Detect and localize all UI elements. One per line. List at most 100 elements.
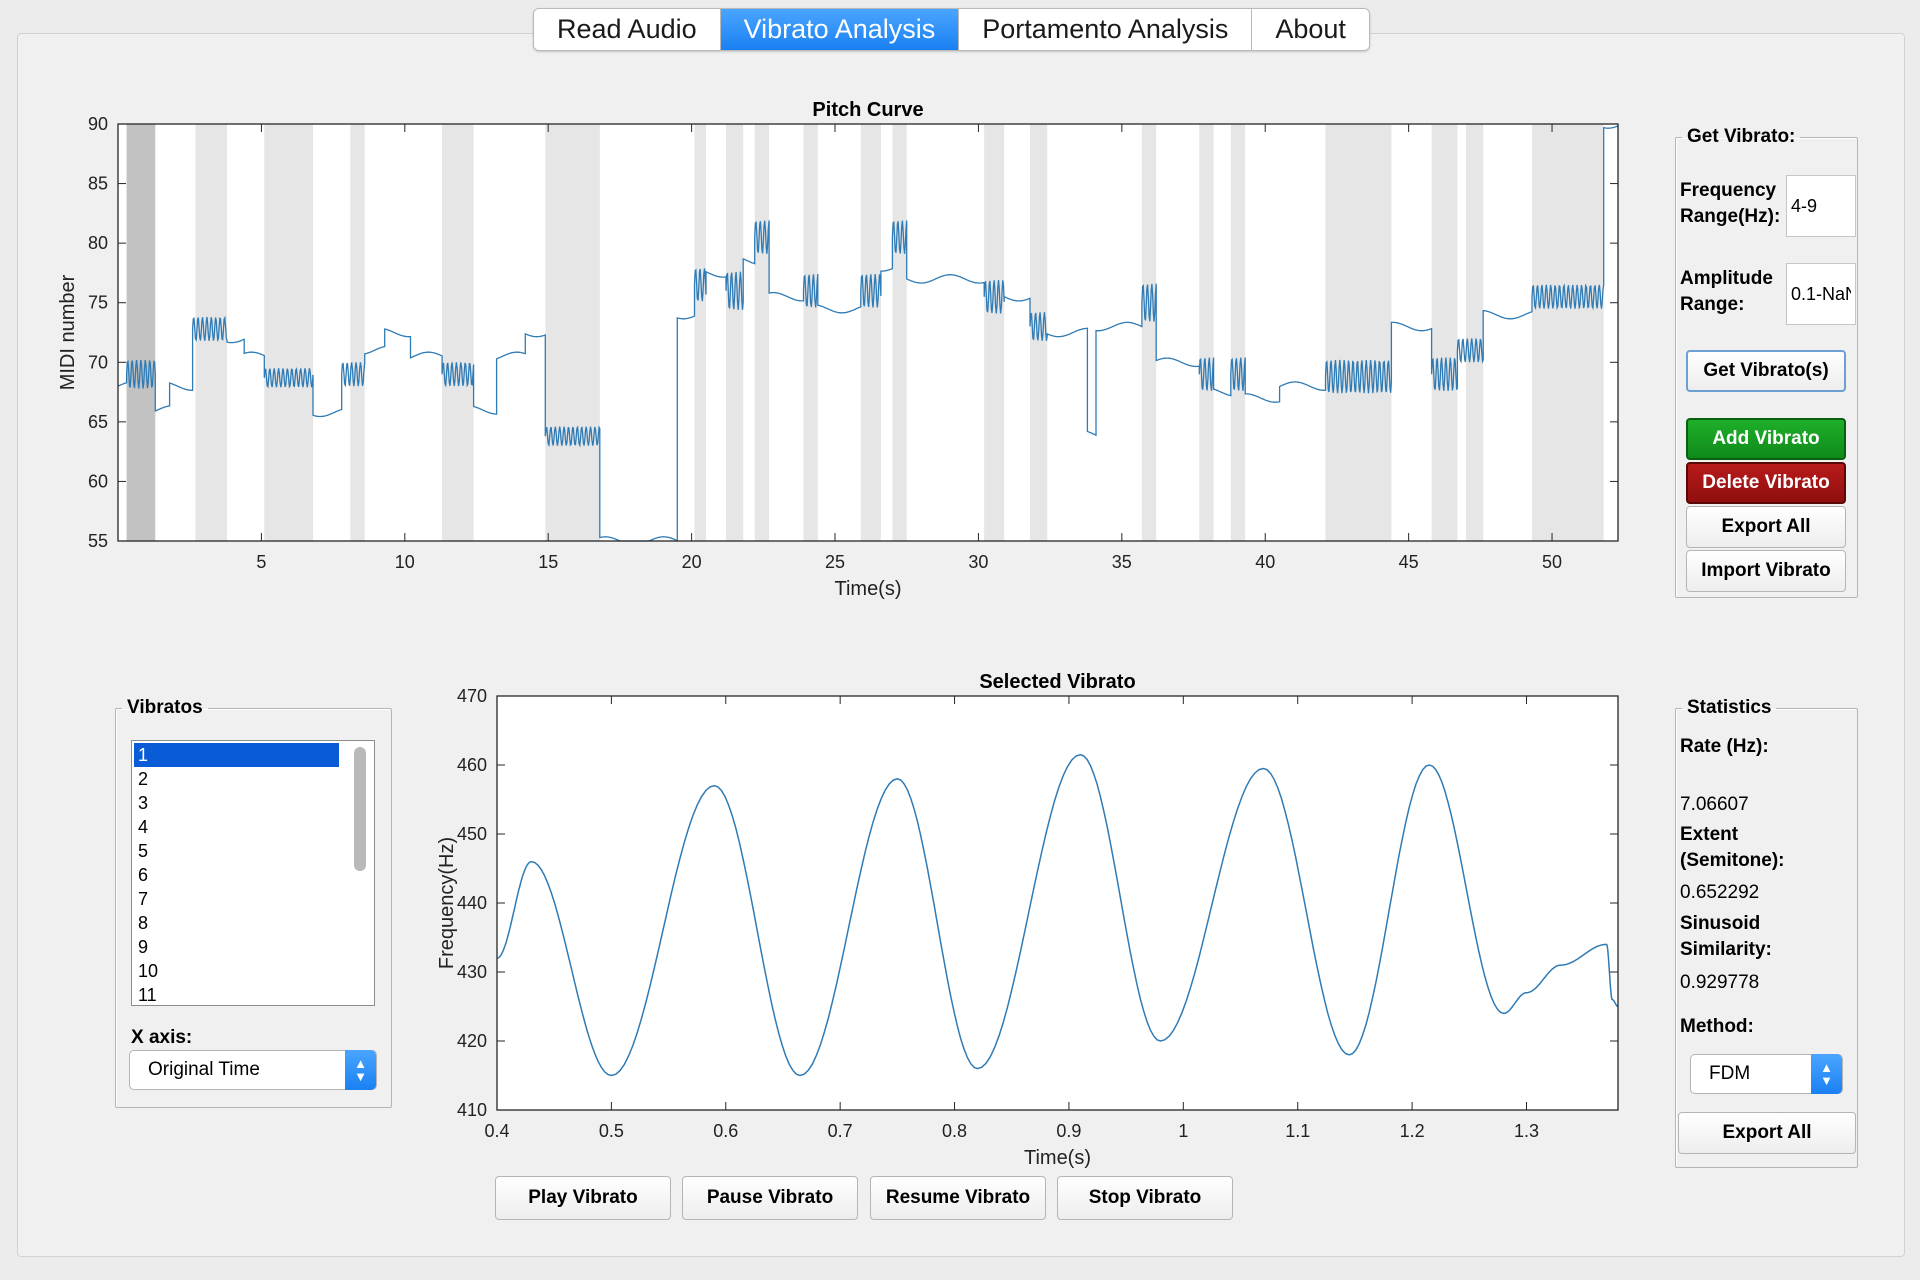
y-axis-label: Frequency(Hz) [436, 837, 458, 969]
x-tick-label: 5 [256, 552, 266, 572]
export-all-vibrato-button[interactable]: Export All [1686, 506, 1846, 548]
x-tick-label: 1.3 [1514, 1121, 1539, 1141]
vibrato-series-line [496, 753, 1619, 1077]
delete-vibrato-button[interactable]: Delete Vibrato [1686, 462, 1846, 504]
list-item[interactable]: 2 [138, 769, 149, 789]
y-tick-label: 80 [88, 233, 108, 253]
list-item[interactable]: 7 [138, 889, 149, 909]
list-item[interactable]: 3 [138, 793, 149, 813]
vibrato-region [442, 124, 474, 541]
extent-value: 0.652292 [1680, 882, 1760, 903]
frequency-range-label: Frequency Range(Hz): [1680, 180, 1781, 227]
x-tick-label: 10 [395, 552, 415, 572]
x-tick-label: 25 [825, 552, 845, 572]
frequency-range-input[interactable] [1786, 175, 1856, 237]
x-tick-label: 45 [1399, 552, 1419, 572]
play-vibrato-button[interactable]: Play Vibrato [495, 1176, 671, 1220]
y-tick-label: 450 [457, 824, 487, 844]
plot-border [117, 123, 1619, 542]
chevron-up-down-icon: ▲ ▼ [345, 1050, 376, 1090]
sinusoid-similarity-label: Sinusoid Similarity: [1680, 913, 1772, 960]
x-tick-label: 0.6 [713, 1121, 738, 1141]
x-axis-label: Time(s) [1024, 1147, 1091, 1169]
x-tick-label: 30 [968, 552, 988, 572]
x-tick-label: 35 [1112, 552, 1132, 572]
x-tick-label: 0.4 [484, 1121, 509, 1141]
vibrato-region [860, 124, 881, 541]
x-tick-label: 0.5 [599, 1121, 624, 1141]
x-tick-label: 20 [682, 552, 702, 572]
x-tick-label: 50 [1542, 552, 1562, 572]
vibrato-region [1199, 124, 1214, 541]
x-tick-label: 15 [538, 552, 558, 572]
stop-vibrato-button[interactable]: Stop Vibrato [1057, 1176, 1233, 1220]
add-vibrato-button[interactable]: Add Vibrato [1686, 418, 1846, 460]
tab-portamento-analysis[interactable]: Portamento Analysis [959, 9, 1253, 50]
chevron-up-down-icon: ▲ ▼ [1811, 1054, 1842, 1094]
list-item[interactable]: 10 [138, 961, 159, 981]
y-tick-label: 70 [88, 352, 108, 372]
pause-vibrato-button[interactable]: Pause Vibrato [682, 1176, 858, 1220]
list-item[interactable]: 8 [138, 913, 149, 933]
x-axis-select[interactable]: Original Time ▲ ▼ [129, 1050, 377, 1090]
tab-vibrato-analysis[interactable]: Vibrato Analysis [720, 9, 960, 50]
y-tick-label: 55 [88, 531, 108, 551]
list-item[interactable]: 6 [138, 865, 149, 885]
plot-area [497, 696, 1618, 1110]
vibrato-region [264, 124, 314, 541]
statistics-title: Statistics [1687, 697, 1772, 718]
list-scrollbar[interactable] [352, 743, 372, 1001]
vibrato-region [545, 124, 600, 541]
method-selected-value: FDM [1709, 1063, 1751, 1084]
x-tick-label: 40 [1255, 552, 1275, 572]
export-all-statistics-button[interactable]: Export All [1678, 1112, 1856, 1154]
import-vibrato-button[interactable]: Import Vibrato [1686, 550, 1846, 592]
tab-about[interactable]: About [1252, 9, 1369, 50]
get-vibrato-title: Get Vibrato: [1687, 126, 1796, 147]
vibrato-region [803, 124, 818, 541]
pitch-curve-chart[interactable]: 5 10 15 20 25 30 35 40 45 50 55 60 65 70 75 80 85 90 Pitch… [0, 0, 1920, 620]
list-item[interactable]: 11 [138, 985, 157, 1005]
y-tick-label: 85 [88, 174, 108, 194]
resume-vibrato-button[interactable]: Resume Vibrato [870, 1176, 1046, 1220]
vibrato-region [1141, 124, 1157, 541]
chart-title: Selected Vibrato [979, 671, 1135, 693]
vibratos-panel: Vibratos [115, 697, 392, 1108]
vibrato-region [126, 124, 156, 541]
method-select[interactable]: FDM ▲ ▼ [1690, 1054, 1843, 1094]
x-tick-label: 1.2 [1400, 1121, 1425, 1141]
y-tick-label: 460 [457, 755, 487, 775]
pitch-series-line [117, 125, 1619, 542]
x-tick-label: 1.1 [1285, 1121, 1310, 1141]
rate-value: 7.06607 [1680, 794, 1749, 815]
y-tick-label: 60 [88, 471, 108, 491]
tab-read-audio[interactable]: Read Audio [534, 9, 721, 50]
vibrato-region [1230, 124, 1246, 541]
vibratos-title: Vibratos [127, 697, 203, 718]
list-scroll-thumb[interactable] [354, 747, 366, 871]
x-axis-label: X axis: [131, 1027, 193, 1048]
extent-label: Extent (Semitone): [1680, 824, 1785, 871]
y-tick-label: 470 [457, 686, 487, 706]
vibrato-list[interactable]: 1 2 3 4 5 6 7 8 9 10 11 [131, 740, 375, 1006]
rate-label: Rate (Hz): [1680, 736, 1769, 757]
list-item[interactable]: 9 [138, 937, 149, 957]
amplitude-range-input[interactable] [1786, 263, 1856, 325]
sinusoid-similarity-value: 0.929778 [1680, 972, 1760, 993]
vibrato-region [1325, 124, 1392, 541]
get-vibratos-button[interactable]: Get Vibrato(s) [1686, 350, 1846, 392]
list-item[interactable]: 4 [138, 817, 149, 837]
vibrato-region [694, 124, 706, 541]
tab-bar: Read Audio Vibrato Analysis Portamento A… [533, 8, 1370, 51]
list-item[interactable]: 1 [134, 743, 339, 767]
amplitude-range-label: Amplitude Range: [1680, 268, 1773, 315]
y-tick-label: 440 [457, 893, 487, 913]
x-axis-label: Time(s) [834, 578, 901, 600]
vibrato-region [984, 124, 1005, 541]
y-axis-label: MIDI number [57, 274, 79, 390]
selected-vibrato-chart[interactable]: 0.4 0.5 0.6 0.7 0.8 0.9 1 1.1 1.2 1.3410420430440… [0, 0, 1920, 1180]
statistics-panel: Statistics [1675, 697, 1858, 1168]
get-vibrato-panel: Get Vibrato: [1675, 126, 1858, 598]
list-item[interactable]: 5 [138, 841, 149, 861]
method-label: Method: [1680, 1016, 1754, 1037]
